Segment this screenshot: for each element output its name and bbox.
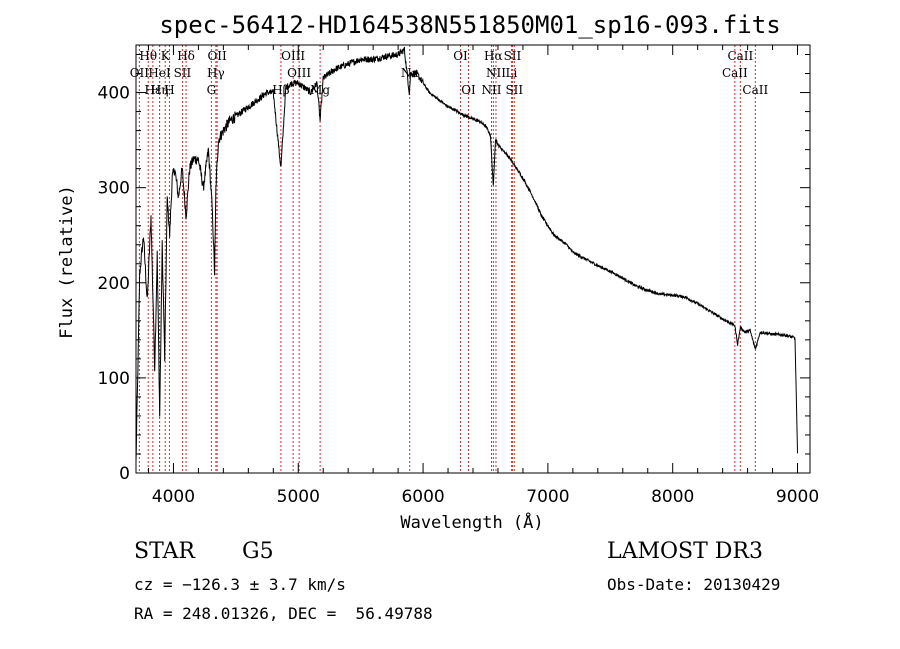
object-subclass: G5 bbox=[242, 539, 274, 564]
plot-frame bbox=[135, 44, 811, 474]
survey-name: LAMOST DR3 bbox=[607, 539, 763, 564]
spectral-line-label: Hα bbox=[484, 49, 503, 63]
spectral-line-label: SII bbox=[174, 66, 192, 80]
spectral-line-label: OIII bbox=[287, 66, 311, 80]
spectral-line-label: Li bbox=[506, 66, 518, 80]
redshift-value: cz = −126.3 ± 3.7 km/s bbox=[134, 575, 346, 594]
x-tick-label: 4000 bbox=[152, 487, 195, 507]
spectral-line-label: OI bbox=[461, 83, 476, 97]
spectral-line-label: Hη bbox=[151, 83, 169, 97]
spectral-line-label: K bbox=[161, 49, 171, 63]
x-tick-label: 8000 bbox=[651, 487, 694, 507]
spectral-line-label: Hθ bbox=[139, 49, 157, 63]
spectral-line-label: Hε bbox=[145, 83, 162, 97]
observation-date: Obs-Date: 20130429 bbox=[607, 575, 781, 594]
spectral-line-label: NII bbox=[486, 66, 506, 80]
chart-title: spec-56412-HD164538N551850M01_sp16-093.f… bbox=[159, 11, 780, 39]
x-axis-ticks: 4000 5000 6000 7000 8000 9000 bbox=[147, 45, 819, 507]
spectral-line-label: SII bbox=[504, 49, 522, 63]
x-tick-label: 9000 bbox=[776, 487, 819, 507]
spectral-line-label: CaII bbox=[727, 49, 753, 63]
y-tick-label: 200 bbox=[98, 274, 130, 294]
spectral-line-label: CaII bbox=[722, 66, 748, 80]
spectral-line-label: NII bbox=[481, 83, 501, 97]
y-axis-ticks: 0 100 200 300 400 bbox=[98, 54, 810, 484]
y-tick-label: 100 bbox=[98, 369, 130, 389]
object-class: STAR bbox=[134, 539, 195, 564]
spectral-line-label: Hδ bbox=[177, 49, 195, 63]
spectral-line-label: SII bbox=[505, 83, 523, 97]
spectral-line-label: OII bbox=[207, 49, 227, 63]
spectrum-line bbox=[135, 46, 798, 462]
spectral-line-markers bbox=[138, 45, 756, 473]
x-tick-label: 6000 bbox=[401, 487, 444, 507]
spectral-line-label: G bbox=[207, 83, 217, 97]
spectral-line-label: H bbox=[164, 83, 174, 97]
y-tick-label: 0 bbox=[119, 464, 130, 484]
spectral-line-label: Hγ bbox=[207, 66, 225, 80]
y-tick-label: 300 bbox=[98, 179, 130, 199]
spectral-line-label: OI bbox=[453, 49, 468, 63]
spectral-line-label: OIII bbox=[281, 49, 305, 63]
coordinates: RA = 248.01326, DEC = 56.49788 bbox=[134, 604, 433, 623]
x-tick-label: 5000 bbox=[277, 487, 320, 507]
spectral-line-label: OII bbox=[130, 66, 150, 80]
spectral-line-label: CaII bbox=[742, 83, 768, 97]
y-axis-label: Flux (relative) bbox=[57, 185, 77, 339]
spectrum-series bbox=[135, 46, 798, 462]
spectral-line-label: HeI bbox=[148, 66, 171, 80]
y-tick-label: 400 bbox=[98, 84, 130, 104]
x-tick-label: 7000 bbox=[526, 487, 569, 507]
x-axis-label: Wavelength (Å) bbox=[400, 511, 543, 533]
